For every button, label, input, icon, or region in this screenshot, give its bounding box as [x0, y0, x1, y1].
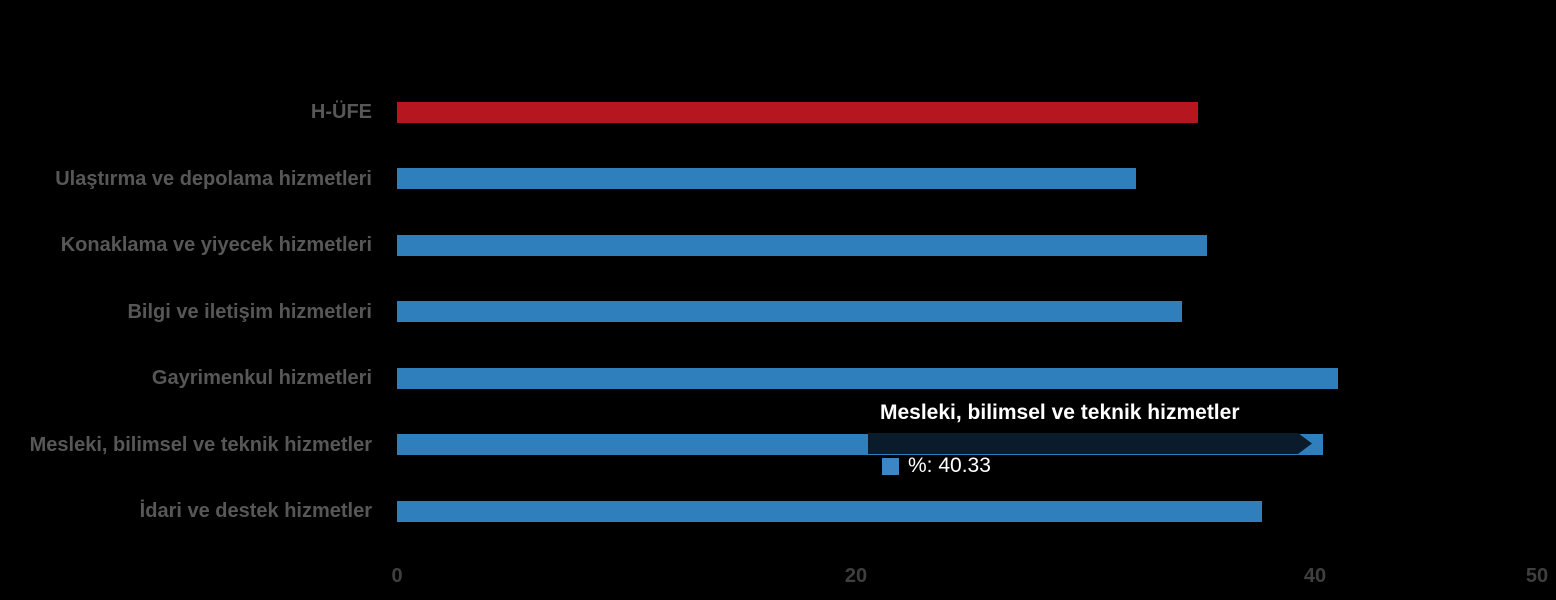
category-label-2: Konaklama ve yiyecek hizmetleri: [60, 234, 372, 257]
x-tick-0: 0: [391, 565, 403, 587]
tooltip-value-row: %: 40.33: [882, 455, 991, 477]
category-label-6: İdari ve destek hizmetler: [139, 500, 372, 523]
bar-4[interactable]: [397, 367, 1338, 389]
x-tick-40: 40: [1303, 565, 1327, 587]
category-label-5: Mesleki, bilimsel ve teknik hizmetler: [29, 433, 372, 456]
tooltip: Mesleki, bilimsel ve teknik hizmetler %:…: [868, 398, 1312, 482]
bar-0[interactable]: [397, 101, 1198, 123]
category-label-1: Ulaştırma ve depolama hizmetleri: [55, 167, 372, 190]
category-label-0: H-ÜFE: [310, 101, 372, 123]
x-tick-50: 50: [1525, 565, 1549, 587]
bar-2[interactable]: [397, 234, 1208, 256]
bar-6[interactable]: [397, 500, 1263, 522]
category-label-4: Gayrimenkul hizmetleri: [151, 367, 372, 390]
bar-1[interactable]: [397, 168, 1136, 190]
bar-3[interactable]: [397, 301, 1182, 323]
tooltip-value: %: 40.33: [908, 454, 991, 477]
series-swatch-icon: [882, 457, 899, 475]
tooltip-highlight-overlay: [868, 433, 1312, 454]
category-label-3: Bilgi ve iletişim hizmetleri: [127, 300, 372, 323]
x-tick-20: 20: [844, 565, 868, 587]
tooltip-title: Mesleki, bilimsel ve teknik hizmetler: [880, 401, 1240, 424]
